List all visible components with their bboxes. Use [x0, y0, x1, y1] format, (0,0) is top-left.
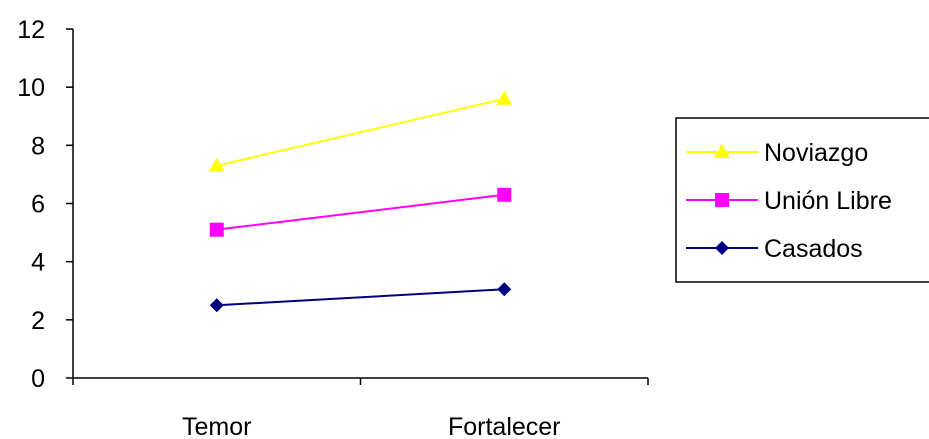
series-line — [216, 193, 505, 231]
data-point-marker — [497, 282, 512, 297]
data-point-marker — [496, 90, 513, 105]
y-tick-label: 2 — [31, 307, 45, 335]
y-tick-label: 12 — [17, 16, 45, 44]
series-line — [216, 288, 505, 307]
series-line — [216, 97, 505, 167]
y-tick-label: 10 — [17, 74, 45, 102]
data-point-marker — [497, 187, 512, 202]
legend: Noviazgo Unión Libre Casados — [675, 117, 929, 283]
series-casados — [209, 282, 512, 313]
legend-swatch-marker — [715, 241, 729, 255]
legend-label: Casados — [764, 235, 863, 263]
axes — [72, 29, 648, 379]
x-tick-label: Temor — [182, 413, 251, 439]
y-tick-label: 0 — [31, 365, 45, 393]
legend-label: Noviazgo — [764, 139, 868, 167]
y-tick-label: 6 — [31, 191, 45, 219]
data-point-marker — [209, 298, 224, 313]
y-tick-label: 4 — [31, 249, 45, 277]
y-tick-label: 8 — [31, 132, 45, 160]
legend-label: Unión Libre — [764, 187, 892, 215]
legend-item: Noviazgo — [686, 139, 868, 167]
legend-item: Unión Libre — [686, 187, 892, 215]
y-axis-ticks: 0 2 4 6 8 10 12 — [17, 16, 73, 393]
legend-swatch-marker — [715, 193, 729, 207]
x-axis-ticks: Temor Fortalecer — [72, 378, 649, 439]
series-union-libre — [209, 187, 512, 237]
series-layer — [208, 90, 513, 313]
legend-swatch-marker — [714, 144, 730, 158]
x-tick-label: Fortalecer — [448, 413, 561, 439]
series-noviazgo — [208, 90, 513, 172]
legend-item: Casados — [686, 235, 863, 263]
data-point-marker — [209, 222, 224, 237]
data-point-marker — [208, 157, 225, 172]
